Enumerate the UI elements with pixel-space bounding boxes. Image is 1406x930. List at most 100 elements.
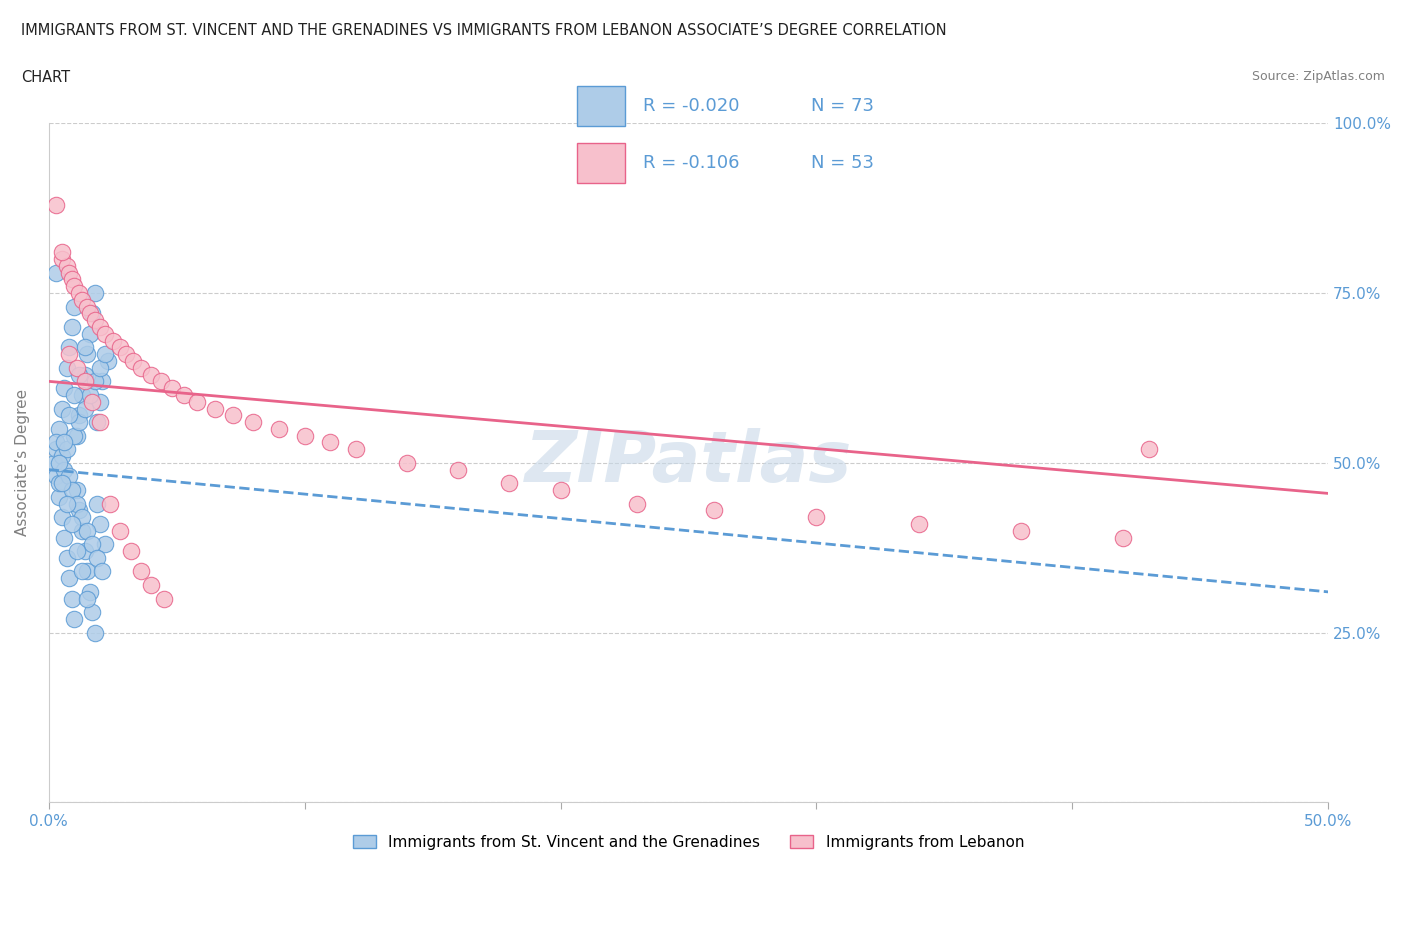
Point	[626, 496, 648, 511]
Point	[58, 571, 80, 586]
Point	[139, 578, 162, 592]
Point	[242, 415, 264, 430]
Point	[60, 320, 83, 335]
Point	[70, 510, 93, 525]
Point	[94, 537, 117, 551]
Point	[51, 245, 73, 259]
Point	[60, 591, 83, 606]
Point	[907, 516, 929, 531]
Point	[51, 510, 73, 525]
Point	[63, 388, 86, 403]
Point	[83, 312, 105, 327]
Point	[91, 374, 114, 389]
Point	[550, 483, 572, 498]
Point	[344, 442, 367, 457]
Point	[76, 591, 98, 606]
Point	[60, 516, 83, 531]
Point	[66, 483, 89, 498]
Point	[45, 265, 67, 280]
Point	[48, 456, 70, 471]
Point	[114, 347, 136, 362]
Point	[89, 360, 111, 375]
Point	[83, 374, 105, 389]
Point	[447, 462, 470, 477]
Point	[150, 374, 173, 389]
Point	[76, 347, 98, 362]
Point	[319, 435, 342, 450]
Point	[60, 483, 83, 498]
Point	[82, 394, 104, 409]
Point	[45, 197, 67, 212]
Point	[703, 503, 725, 518]
Point	[76, 299, 98, 314]
Point	[51, 252, 73, 267]
Point	[82, 604, 104, 619]
Point	[129, 565, 152, 579]
Point	[86, 551, 108, 565]
Y-axis label: Associate’s Degree: Associate’s Degree	[15, 390, 30, 537]
Point	[51, 448, 73, 463]
Point	[55, 551, 77, 565]
Point	[83, 625, 105, 640]
Point	[58, 469, 80, 484]
Text: N = 53: N = 53	[811, 154, 875, 172]
Point	[89, 516, 111, 531]
Point	[53, 462, 76, 477]
Point	[73, 544, 96, 559]
Point	[98, 496, 121, 511]
Point	[58, 265, 80, 280]
Point	[76, 565, 98, 579]
Point	[53, 530, 76, 545]
Point	[222, 408, 245, 423]
Point	[48, 421, 70, 436]
Point	[79, 388, 101, 403]
Text: R = -0.106: R = -0.106	[643, 154, 740, 172]
Point	[110, 340, 132, 355]
Point	[69, 286, 91, 300]
FancyBboxPatch shape	[576, 86, 624, 126]
Point	[48, 476, 70, 491]
Point	[73, 374, 96, 389]
Point	[45, 469, 67, 484]
Text: IMMIGRANTS FROM ST. VINCENT AND THE GRENADINES VS IMMIGRANTS FROM LEBANON ASSOCI: IMMIGRANTS FROM ST. VINCENT AND THE GREN…	[21, 23, 946, 38]
Point	[70, 524, 93, 538]
Point	[86, 415, 108, 430]
Point	[63, 279, 86, 294]
Point	[63, 612, 86, 627]
Point	[48, 489, 70, 504]
Point	[498, 476, 520, 491]
Point	[129, 360, 152, 375]
Text: R = -0.020: R = -0.020	[643, 98, 740, 115]
Point	[91, 565, 114, 579]
Point	[173, 388, 195, 403]
Point	[1112, 530, 1135, 545]
Point	[53, 435, 76, 450]
Point	[89, 415, 111, 430]
Point	[82, 306, 104, 321]
Point	[204, 401, 226, 416]
Point	[160, 380, 183, 395]
Point	[267, 421, 290, 436]
Point	[94, 326, 117, 341]
Point	[120, 544, 142, 559]
FancyBboxPatch shape	[576, 143, 624, 183]
Point	[51, 476, 73, 491]
Point	[63, 299, 86, 314]
Point	[69, 503, 91, 518]
Point	[70, 292, 93, 307]
Point	[58, 347, 80, 362]
Point	[53, 380, 76, 395]
Point	[70, 388, 93, 403]
Point	[153, 591, 176, 606]
Point	[55, 496, 77, 511]
Point	[55, 259, 77, 273]
Point	[58, 340, 80, 355]
Text: Source: ZipAtlas.com: Source: ZipAtlas.com	[1251, 70, 1385, 83]
Point	[79, 326, 101, 341]
Point	[110, 524, 132, 538]
Point	[101, 333, 124, 348]
Point	[89, 320, 111, 335]
Point	[73, 367, 96, 382]
Point	[294, 428, 316, 443]
Point	[1010, 524, 1032, 538]
